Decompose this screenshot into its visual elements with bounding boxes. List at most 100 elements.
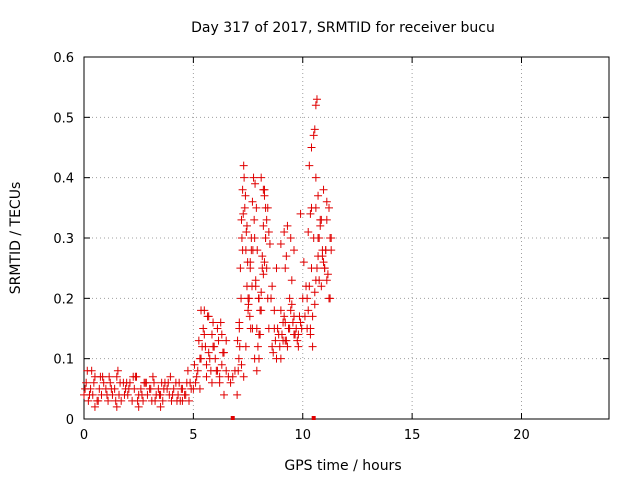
data-point <box>290 246 298 255</box>
y-axis-label: SRMTID / TECUs <box>8 182 24 295</box>
data-point <box>214 336 223 345</box>
data-point <box>248 282 256 291</box>
data-point <box>248 197 257 206</box>
data-point <box>217 360 226 369</box>
data-point <box>222 366 231 375</box>
data-point <box>314 191 323 200</box>
x-tick-label: 10 <box>294 428 311 443</box>
data-point <box>312 95 321 104</box>
data-point <box>311 101 320 110</box>
data-point <box>248 324 257 333</box>
data-point <box>257 288 266 297</box>
data-point <box>102 390 111 399</box>
data-point <box>137 390 146 399</box>
data-point <box>286 234 295 242</box>
data-point <box>242 221 251 230</box>
data-point <box>124 384 133 393</box>
data-point <box>252 366 261 375</box>
data-point <box>199 324 208 333</box>
data-point <box>250 234 259 242</box>
data-point <box>205 354 214 363</box>
data-point <box>213 324 222 333</box>
data-point <box>293 336 302 345</box>
data-point <box>218 348 227 357</box>
data-point <box>134 402 143 411</box>
data-point <box>300 312 309 321</box>
data-point <box>96 372 105 381</box>
data-point <box>207 378 216 387</box>
data-point <box>260 258 269 267</box>
zero-sample-marker <box>311 416 316 420</box>
data-point <box>201 342 210 351</box>
y-tick-label: 0.5 <box>53 111 74 126</box>
data-point <box>120 390 129 399</box>
data-point <box>273 324 282 333</box>
data-point <box>111 396 120 405</box>
data-point <box>204 348 213 357</box>
data-point <box>178 396 187 405</box>
data-point <box>286 306 295 315</box>
data-point <box>253 342 262 351</box>
data-point <box>122 378 131 387</box>
y-tick-label: 0.3 <box>53 232 74 247</box>
data-point <box>271 336 280 345</box>
data-point <box>90 402 99 411</box>
data-point <box>238 185 247 194</box>
data-point <box>249 173 258 182</box>
data-point <box>239 161 248 170</box>
data-point <box>251 179 260 188</box>
data-point <box>107 384 116 393</box>
data-point <box>148 372 157 381</box>
data-point <box>156 402 165 411</box>
data-point <box>190 360 199 369</box>
data-point <box>296 209 305 218</box>
data-point <box>168 390 177 399</box>
x-axis-label: GPS time / hours <box>284 458 401 474</box>
data-point <box>239 209 248 218</box>
data-point <box>220 390 228 399</box>
data-point <box>247 246 256 255</box>
data-point <box>316 221 325 230</box>
data-point <box>310 300 319 309</box>
y-tick-label: 0 <box>66 413 74 428</box>
data-point <box>272 264 281 273</box>
data-point <box>321 246 330 255</box>
data-point <box>200 306 209 315</box>
y-tick-label: 0.2 <box>53 292 74 307</box>
data-point <box>169 384 178 393</box>
data-point <box>296 318 305 327</box>
data-point <box>303 324 312 333</box>
data-point <box>237 360 246 369</box>
data-point <box>276 240 285 249</box>
data-point <box>228 372 237 381</box>
data-point <box>241 191 250 200</box>
axis-ticks: 0 5 10 15 20 0 0.1 0.2 0.3 0.4 0.5 0.6 <box>53 51 609 443</box>
data-point <box>280 227 289 236</box>
data-point <box>281 264 290 273</box>
data-point <box>264 227 273 236</box>
data-point <box>261 203 270 212</box>
data-point <box>308 342 317 351</box>
data-point <box>195 384 204 393</box>
data-point <box>322 197 331 206</box>
data-point <box>319 185 328 194</box>
data-point <box>322 276 331 285</box>
data-point <box>177 384 186 393</box>
data-point <box>243 258 252 267</box>
data-point <box>259 221 268 230</box>
data-point <box>216 318 225 327</box>
data-point <box>252 203 261 212</box>
zero-sample-marker <box>230 416 235 420</box>
data-point <box>260 191 269 200</box>
data-point <box>304 227 313 236</box>
data-point <box>314 252 323 261</box>
data-point <box>257 173 266 182</box>
data-point <box>239 372 248 381</box>
data-point <box>236 264 245 273</box>
data-point <box>85 390 94 399</box>
data-point <box>235 318 244 327</box>
x-tick-label: 20 <box>513 428 530 443</box>
data-point <box>222 336 231 345</box>
data-point <box>113 366 122 375</box>
data-point <box>245 312 254 321</box>
